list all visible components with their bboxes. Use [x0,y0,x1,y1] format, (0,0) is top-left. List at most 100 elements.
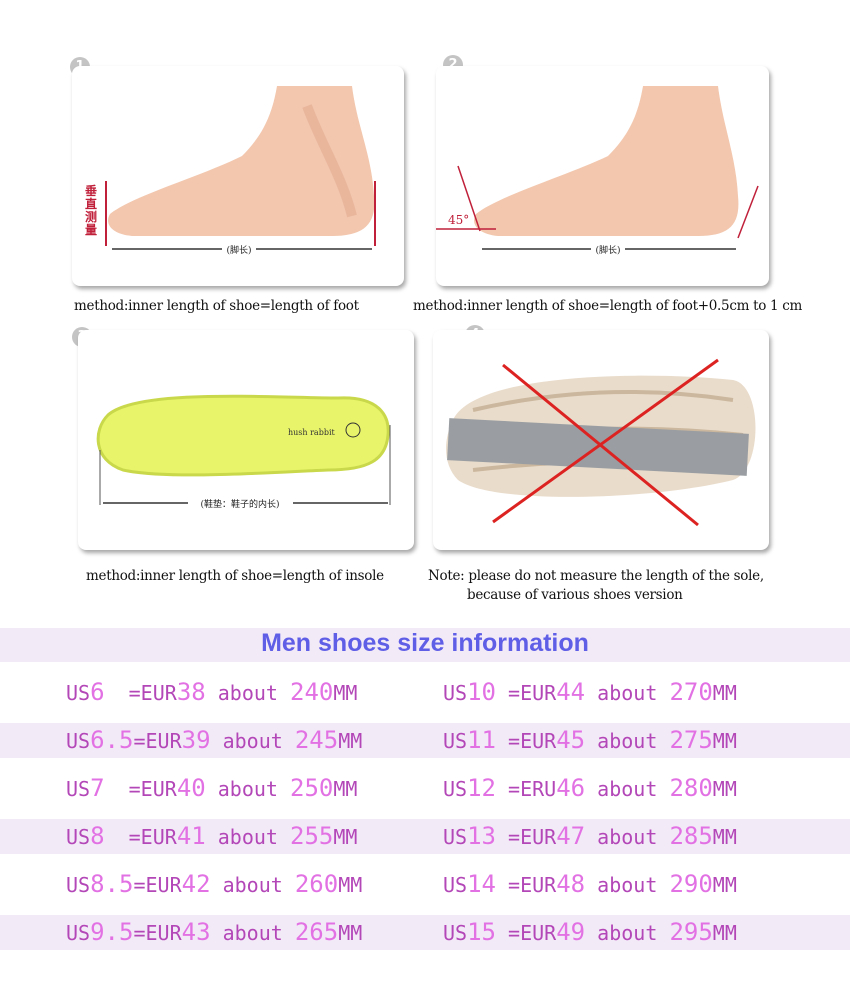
eur-label: =EUR [133,873,182,897]
mm-unit: MM [333,681,358,705]
about-label: about [222,873,283,897]
size-table-title: Men shoes size information [261,629,589,657]
length-mm: 295 [669,918,713,946]
eur-size: 41 [176,822,206,850]
eur-label: =ERU [508,777,557,801]
mm-unit: MM [712,873,737,897]
mm-unit: MM [338,729,363,753]
length-mm: 255 [290,822,334,850]
size-entry: US8.5=EUR42 about 260MM [66,867,362,903]
size-row: US9.5=EUR43 about 265MM US15 =EUR49 about… [0,915,850,950]
caption-2: method:inner length of shoe=length of fo… [413,298,803,314]
eur-label: =EUR [508,921,557,945]
us-size: 11 [467,726,496,754]
length-mm: 245 [294,726,339,754]
size-entry: US6.5=EUR39 about 245MM [66,723,362,759]
size-row: US6.5=EUR39 about 245MM US11 =EUR45 about… [0,723,850,758]
us-label: US [66,873,91,897]
eur-label: =EUR [508,729,557,753]
about-label: about [597,777,658,801]
us-size: 6.5 [90,726,134,754]
us-size: 8 [90,822,105,850]
about-label: about [217,825,278,849]
eur-label: =EUR [133,921,182,945]
us-size: 15 [467,918,496,946]
us-label: US [66,681,91,705]
us-size: 6 [90,678,105,706]
mm-unit: MM [712,825,737,849]
eur-size: 38 [176,678,206,706]
eur-label: =EUR [133,729,182,753]
length-mm: 270 [669,678,713,706]
eur-label: =EUR [508,681,557,705]
size-entry: US14 =EUR48 about 290MM [443,867,737,903]
size-row: US8.5=EUR42 about 260MM US14 =EUR48 about… [0,867,850,902]
spacer [496,825,508,849]
us-size: 10 [467,678,496,706]
about-label: about [222,729,283,753]
us-label: US [443,873,468,897]
angle-label: 45° [448,213,469,227]
us-label: US [66,825,91,849]
size-table-header: Men shoes size information [0,628,850,662]
size-entry: US7 =EUR40 about 250MM [66,771,357,807]
about-label: about [597,729,658,753]
eur-label: =EUR [128,777,177,801]
us-label: US [443,729,468,753]
us-size: 9.5 [90,918,134,946]
foot-measure-image-1: (脚长) 垂直测量 [72,66,404,286]
eur-size: 44 [556,678,586,706]
eur-size: 49 [556,918,586,946]
eur-label: =EUR [128,681,177,705]
eur-size: 45 [556,726,586,754]
eur-size: 48 [556,870,586,898]
spacer [496,777,508,801]
caption-4-line2: because of various shoes version [467,587,683,603]
mm-unit: MM [333,777,358,801]
spacer [105,777,129,801]
about-label: about [222,921,283,945]
size-row: US8 =EUR41 about 255MM US13 =EUR47 about … [0,819,850,854]
size-entry: US15 =EUR49 about 295MM [443,915,737,951]
mm-unit: MM [712,729,737,753]
us-size: 8.5 [90,870,134,898]
foot-length-label: (脚长) [595,244,620,256]
mm-unit: MM [338,873,363,897]
length-mm: 290 [669,870,713,898]
foot-measure-image-2: 45° (脚长) [436,66,769,286]
us-label: US [66,729,91,753]
us-label: US [443,825,468,849]
about-label: about [597,873,658,897]
length-mm: 285 [669,822,713,850]
caption-3: method:inner length of shoe=length of in… [86,568,384,584]
size-entry: US12 =ERU46 about 280MM [443,771,737,807]
eur-size: 40 [176,774,206,802]
us-label: US [443,777,468,801]
us-label: US [66,777,91,801]
us-size: 7 [90,774,105,802]
insole-brand: hush rabbit [288,428,336,437]
size-entry: US11 =EUR45 about 275MM [443,723,737,759]
length-mm: 275 [669,726,713,754]
length-mm: 250 [290,774,334,802]
about-label: about [597,921,658,945]
us-size: 12 [467,774,496,802]
about-label: about [597,681,658,705]
size-row: US6 =EUR38 about 240MM US10 =EUR44 about … [0,675,850,710]
length-mm: 265 [294,918,339,946]
eur-label: =EUR [508,825,557,849]
foot-length-label: (脚长) [226,244,251,256]
spacer [105,681,129,705]
spacer [496,873,508,897]
about-label: about [217,777,278,801]
mm-unit: MM [712,681,737,705]
eur-size: 39 [181,726,211,754]
spacer [105,825,129,849]
us-label: US [443,921,468,945]
length-mm: 260 [294,870,339,898]
spacer [496,729,508,753]
size-row: US7 =EUR40 about 250MM US12 =ERU46 about … [0,771,850,806]
us-label: US [443,681,468,705]
caption-1: method:inner length of shoe=length of fo… [74,298,359,314]
eur-size: 43 [181,918,211,946]
